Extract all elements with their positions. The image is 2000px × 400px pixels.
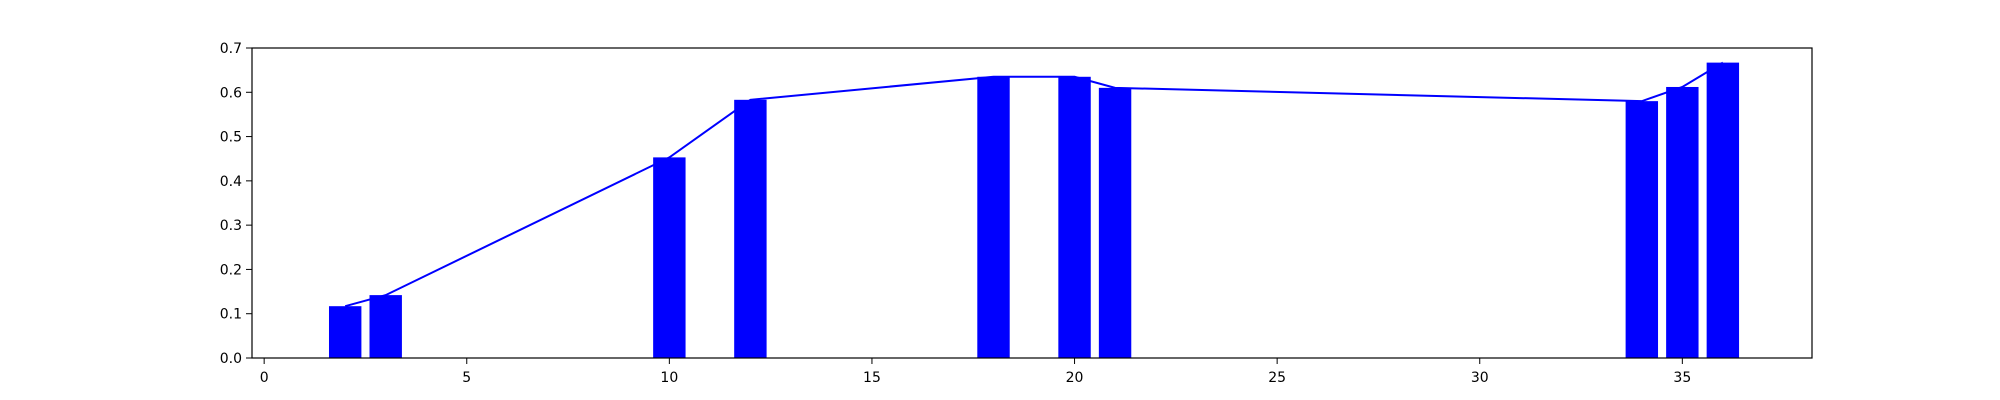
line-series bbox=[344, 61, 1724, 308]
axes-layer bbox=[251, 47, 1813, 359]
x-tick-label-0: 0 bbox=[260, 370, 269, 386]
y-tick-label-5: 0.5 bbox=[220, 130, 242, 146]
axes-frame bbox=[251, 47, 1813, 359]
bar-8 bbox=[1666, 86, 1699, 358]
y-tick-label-3: 0.3 bbox=[220, 218, 242, 234]
x-tick-label-5: 25 bbox=[1268, 370, 1286, 386]
x-tick-label-1: 5 bbox=[462, 370, 471, 386]
y-tick-label-1: 0.1 bbox=[220, 307, 242, 323]
bar-9 bbox=[1706, 62, 1740, 358]
y-tick-label-4: 0.4 bbox=[220, 174, 242, 190]
y-tick-label-0: 0.0 bbox=[220, 351, 242, 367]
bar-6 bbox=[1098, 87, 1132, 358]
x-tick-label-6: 30 bbox=[1471, 370, 1489, 386]
bar-0 bbox=[328, 306, 362, 358]
y-tick-label-2: 0.2 bbox=[220, 262, 242, 278]
x-tick-label-4: 20 bbox=[1066, 370, 1084, 386]
ticks-layer: 0 5 10 15 20 25 30 35 0.0 0.1 0.2 0.3 0.4 0.5 0.6 0.7 bbox=[220, 41, 1692, 386]
line-layer bbox=[344, 61, 1724, 308]
x-tick-label-3: 15 bbox=[863, 370, 881, 386]
y-tick-label-6: 0.6 bbox=[220, 85, 242, 101]
bars-layer bbox=[328, 62, 1740, 359]
bar-1 bbox=[369, 295, 402, 358]
bar-4 bbox=[977, 76, 1010, 359]
bar-2 bbox=[653, 157, 686, 358]
bar-7 bbox=[1625, 101, 1659, 359]
x-tick-label-2: 10 bbox=[660, 370, 678, 386]
y-tick-label-7: 0.7 bbox=[220, 41, 242, 57]
bar-5 bbox=[1058, 76, 1091, 359]
x-tick-label-7: 35 bbox=[1673, 370, 1691, 386]
bar-3 bbox=[734, 99, 767, 359]
